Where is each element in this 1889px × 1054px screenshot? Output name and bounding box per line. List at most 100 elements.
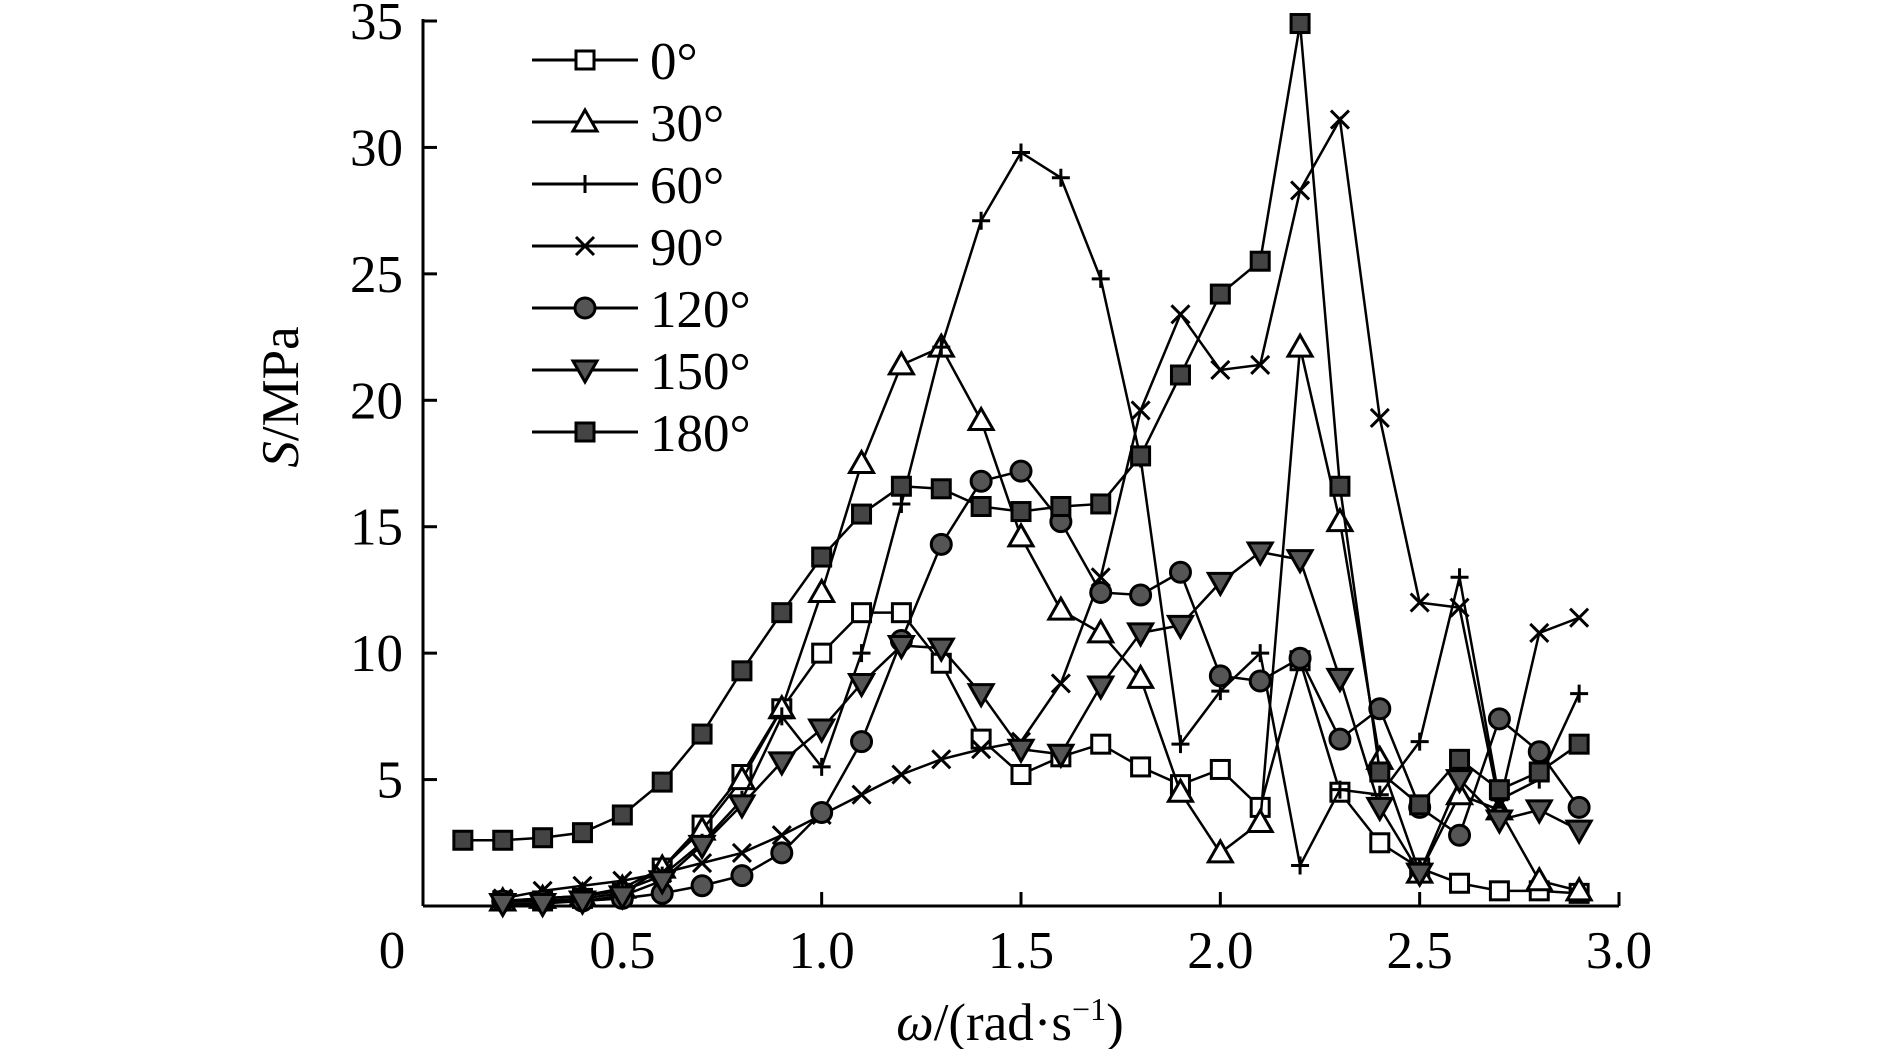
data-point (1209, 758, 1231, 780)
data-point (1086, 617, 1116, 644)
legend-marker (570, 106, 600, 133)
data-point (1165, 614, 1196, 641)
data-point (891, 764, 912, 785)
legend-item: 30° (532, 95, 724, 153)
data-point (851, 503, 873, 525)
y-tick-label: 15 (350, 499, 403, 557)
data-point (692, 852, 713, 874)
y-axis-symbol: S (252, 441, 310, 468)
data-point (926, 637, 956, 664)
data-point (1245, 807, 1275, 834)
data-point (1050, 495, 1072, 517)
data-point (1126, 663, 1156, 689)
legend-marker (574, 235, 596, 257)
data-point (1567, 795, 1591, 819)
data-point (1568, 733, 1590, 755)
x-tick-label: 1.0 (789, 922, 855, 980)
data-point (1328, 727, 1352, 751)
series-4 (492, 109, 1590, 909)
data-point (1086, 675, 1116, 702)
legend-label: 150° (650, 343, 751, 401)
data-point (1564, 875, 1594, 902)
legend-marker (576, 175, 594, 193)
data-point (1450, 568, 1469, 587)
legend-item: 120° (532, 281, 751, 339)
data-point (966, 405, 996, 432)
data-point (1524, 865, 1554, 892)
data-point (971, 739, 992, 760)
series-line (502, 150, 1581, 903)
data-point (1285, 332, 1315, 358)
data-point (1410, 732, 1429, 751)
data-point (1046, 743, 1076, 770)
data-point (1524, 799, 1554, 825)
data-point (1009, 459, 1033, 483)
data-point (811, 546, 833, 568)
series-line (502, 611, 1580, 903)
data-point (886, 349, 916, 376)
data-point (1291, 856, 1310, 875)
data-point (1089, 580, 1113, 604)
data-point (1006, 521, 1036, 548)
legend-label: 0° (650, 33, 698, 91)
data-point (1051, 168, 1070, 187)
data-point (1449, 748, 1471, 770)
x-axis-exponent: −1 (1072, 991, 1106, 1027)
legend-label: 180° (650, 405, 751, 463)
data-point (970, 495, 992, 517)
data-point (528, 892, 558, 919)
data-point (1091, 269, 1110, 288)
legend-item: 60° (532, 157, 724, 215)
data-point (1529, 622, 1550, 643)
data-point (970, 728, 992, 750)
data-point (1250, 354, 1271, 375)
data-point (1245, 541, 1275, 568)
data-point (1448, 823, 1472, 847)
data-point (807, 718, 837, 745)
data-point (1569, 607, 1590, 628)
data-point (1168, 560, 1192, 584)
y-tick-label: 10 (350, 625, 403, 683)
data-point (767, 751, 797, 777)
data-point (1449, 872, 1471, 894)
data-point (890, 475, 912, 497)
y-axis-title: S/MPa (252, 326, 310, 467)
data-point (931, 749, 952, 770)
data-point (1409, 592, 1430, 613)
series-line (502, 115, 1580, 900)
data-point (810, 800, 834, 824)
data-point (727, 794, 757, 820)
data-point (1449, 597, 1470, 618)
legend-item: 150° (532, 343, 751, 401)
legend-label: 60° (650, 157, 724, 215)
legend-item: 180° (532, 405, 751, 463)
series-line (502, 469, 1581, 903)
data-point (1210, 359, 1231, 381)
data-point (811, 642, 833, 664)
legend-label: 120° (650, 281, 751, 339)
data-point (571, 822, 593, 844)
data-point (1249, 250, 1271, 272)
series-7 (452, 13, 1590, 851)
data-point (532, 827, 554, 849)
data-point (850, 730, 874, 754)
data-point (1330, 780, 1349, 799)
data-point (731, 660, 753, 682)
data-point (1325, 667, 1355, 694)
data-point (929, 532, 953, 556)
data-point (1484, 809, 1514, 836)
data-series (452, 13, 1594, 919)
data-point (1046, 595, 1076, 621)
data-point (1329, 475, 1351, 497)
x-axis-title: ω/(rad·s−1) (896, 991, 1123, 1049)
series-line (502, 550, 1580, 905)
data-point (1090, 733, 1112, 755)
data-point (1010, 764, 1032, 786)
data-point (1488, 779, 1510, 801)
data-point (730, 864, 754, 888)
x-axis-symbol: ω (896, 994, 933, 1049)
data-point (892, 494, 911, 513)
data-point (611, 804, 633, 826)
data-point (770, 841, 794, 865)
